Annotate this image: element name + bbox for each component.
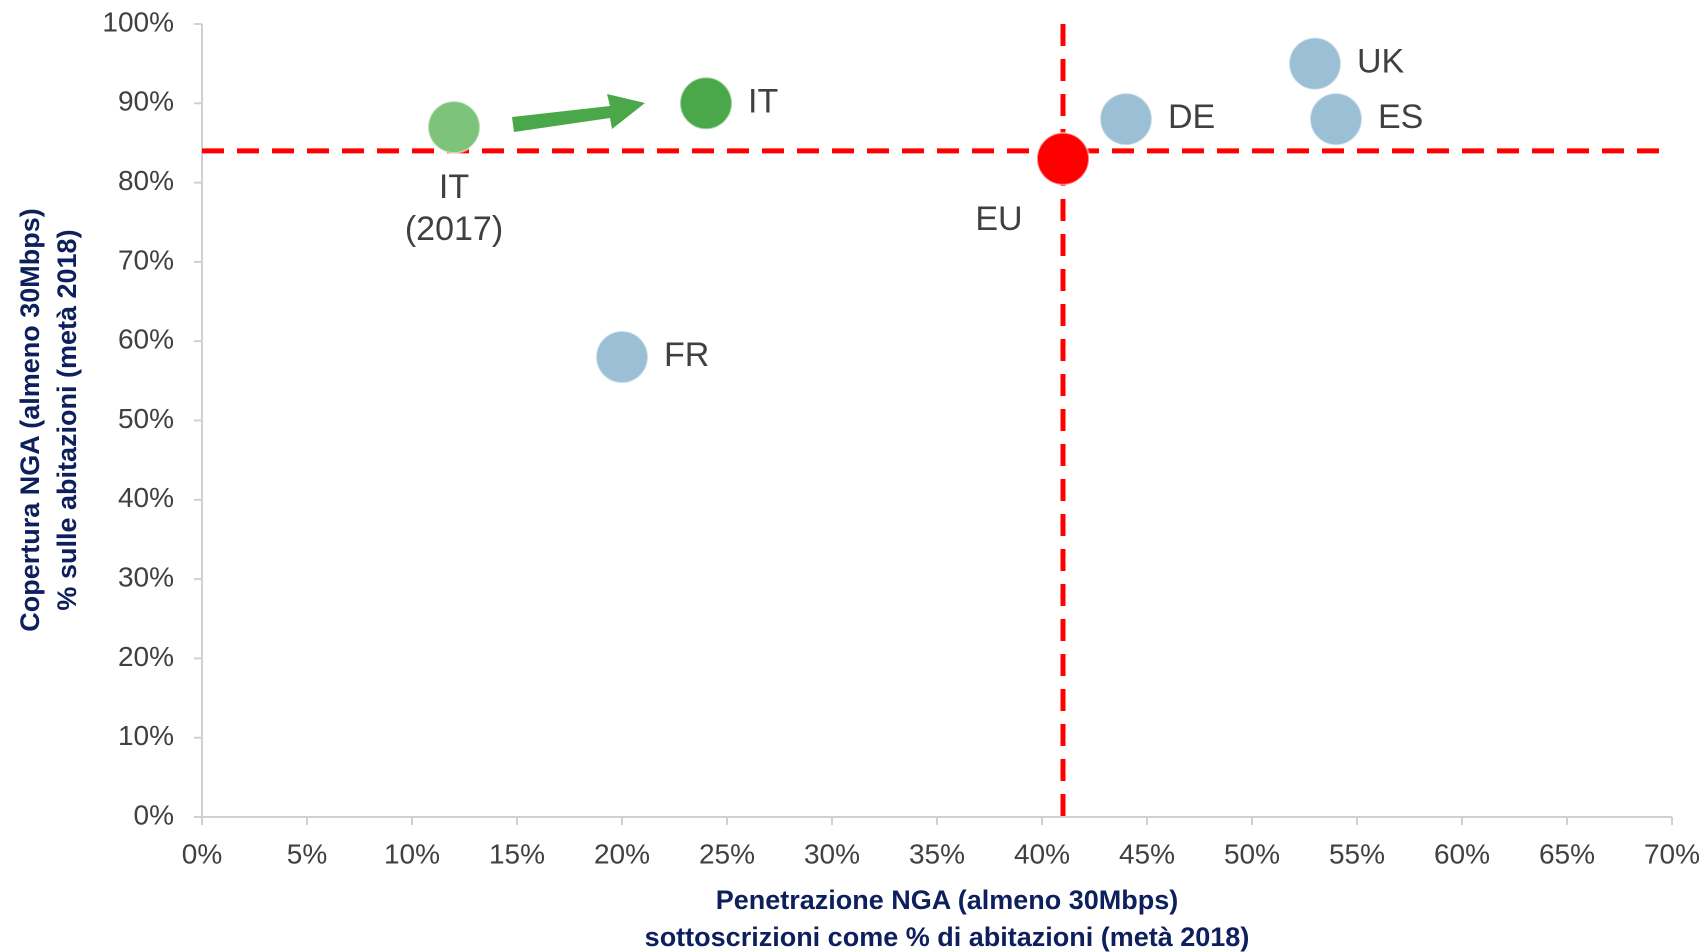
x-tick-label: 35% (909, 838, 965, 869)
y-tick-label: 50% (118, 403, 174, 434)
y-tick-label: 0% (134, 799, 174, 830)
x-tick-label: 15% (489, 838, 545, 869)
point (1099, 92, 1153, 147)
x-tick-label: 0% (182, 838, 222, 869)
point (1036, 131, 1090, 186)
y-tick-label: 30% (118, 561, 174, 592)
y-tick-label: 20% (118, 641, 174, 672)
y-tick-label: 60% (118, 324, 174, 355)
point-label: IT (748, 82, 778, 120)
x-tick-label: 30% (804, 838, 860, 869)
y-tick-label: 70% (118, 244, 174, 275)
point-label: DE (1168, 98, 1215, 136)
x-tick-label: 25% (699, 838, 755, 869)
point-label: UK (1357, 43, 1405, 81)
point-label: (2017) (405, 210, 503, 248)
point-label: ES (1378, 98, 1423, 136)
point (427, 100, 481, 155)
x-tick-label: 70% (1644, 838, 1700, 869)
y-tick-label: 40% (118, 482, 174, 513)
y-axis-title: % sulle abitazioni (metà 2018) (52, 229, 82, 610)
point-label: EU (975, 200, 1022, 238)
point (595, 330, 649, 385)
x-tick-label: 65% (1539, 838, 1595, 869)
x-tick-label: 20% (594, 838, 650, 869)
y-tick-label: 80% (118, 165, 174, 196)
x-tick-label: 40% (1014, 838, 1070, 869)
y-tick-label: 90% (118, 86, 174, 117)
point (1309, 92, 1363, 147)
x-axis-title: sottoscrizioni come % di abitazioni (met… (645, 922, 1250, 952)
x-tick-label: 10% (384, 838, 440, 869)
arrow (512, 94, 645, 132)
x-axis-title: Penetrazione NGA (almeno 30Mbps) (716, 885, 1179, 915)
point (679, 76, 733, 131)
y-axis-title: Copertura NGA (almeno 30Mbps) (15, 208, 45, 632)
point-label: FR (664, 336, 709, 374)
y-tick-label: 100% (102, 6, 174, 37)
x-tick-label: 5% (287, 838, 327, 869)
point-label: IT (439, 168, 469, 206)
x-tick-label: 50% (1224, 838, 1280, 869)
x-tick-label: 60% (1434, 838, 1490, 869)
y-tick-label: 10% (118, 720, 174, 751)
x-tick-label: 45% (1119, 838, 1175, 869)
x-tick-label: 55% (1329, 838, 1385, 869)
point (1288, 36, 1342, 91)
